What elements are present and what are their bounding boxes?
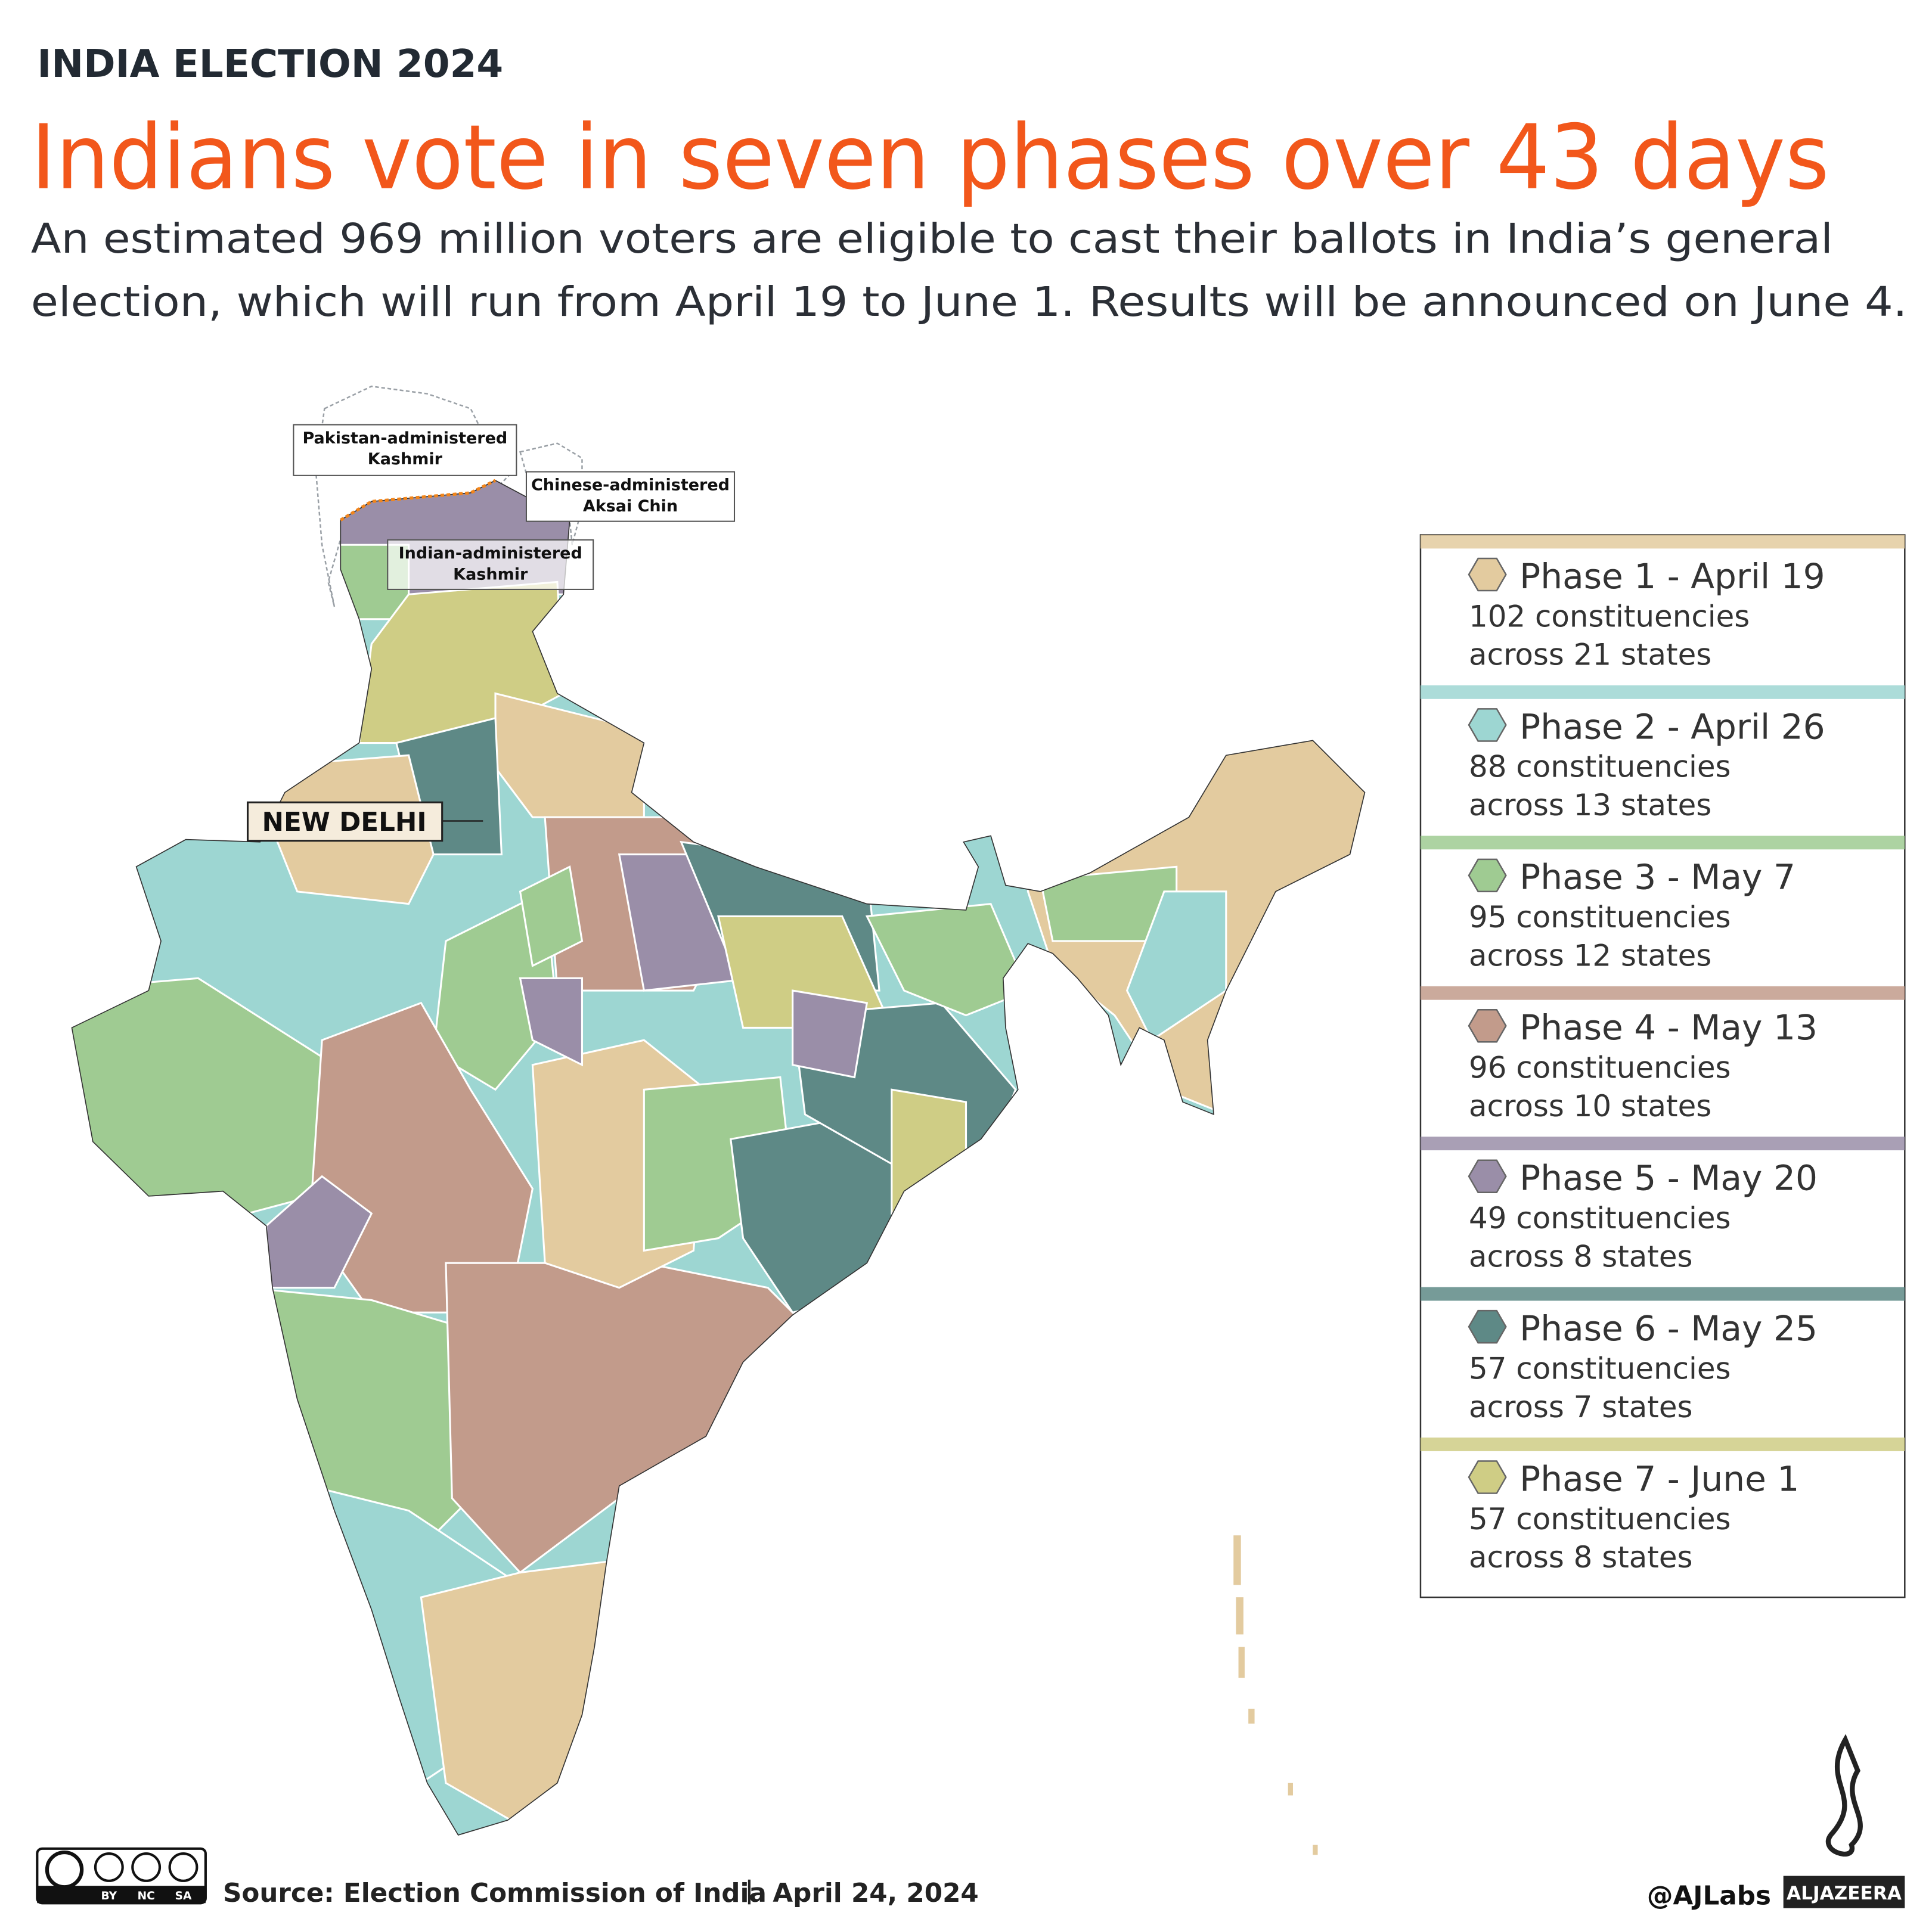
phase-regions <box>72 480 1365 1835</box>
subtitle-line: An estimated 969 million voters are elig… <box>31 215 1833 263</box>
label-box <box>293 424 517 476</box>
legend-box <box>1419 534 1906 1598</box>
legend-stripe <box>1420 535 1905 549</box>
map-label: Kashmir <box>368 450 443 468</box>
kicker: INDIA ELECTION 2024 <box>37 42 503 86</box>
legend-stripe <box>1420 685 1905 699</box>
legend-label: Phase 1 - April 19 <box>1519 556 1825 597</box>
label-box <box>387 539 594 590</box>
license-badge: BY NC SA <box>36 1847 207 1905</box>
legend-label: Phase 2 - April 26 <box>1519 706 1825 747</box>
title: Indians vote in seven phases over 43 day… <box>31 106 1829 210</box>
legend-stripe <box>1420 1438 1905 1451</box>
legend-constituencies: 95 constituencies <box>1469 900 1731 935</box>
legend-states: across 12 states <box>1469 939 1711 973</box>
legend-swatch <box>1468 557 1507 592</box>
license-term: SA <box>175 1890 192 1902</box>
legend-label: Phase 4 - May 13 <box>1519 1007 1818 1048</box>
capital-label: NEW DELHI <box>262 808 427 837</box>
legend-stripe <box>1420 986 1905 1000</box>
legend-constituencies: 102 constituencies <box>1469 599 1750 634</box>
legend-swatch <box>1468 1309 1507 1344</box>
label-box <box>525 471 736 522</box>
legend-states: across 8 states <box>1469 1239 1693 1274</box>
map: Pakistan-administered Kashmir Chinese-admi… <box>71 385 1366 1855</box>
legend-stripe <box>1420 1137 1905 1151</box>
legend-constituencies: 57 constituencies <box>1469 1351 1731 1386</box>
subtitle-line: election, which will run from April 19 t… <box>31 278 1908 326</box>
source: Source: Election Commission of India <box>223 1879 767 1908</box>
line-of-control <box>339 479 497 521</box>
map-label: Kashmir <box>453 565 528 583</box>
legend-states: across 7 states <box>1469 1390 1693 1424</box>
islands <box>1233 1535 1318 1855</box>
legend-states: across 8 states <box>1469 1540 1693 1575</box>
legend-label: Phase 6 - May 25 <box>1519 1308 1818 1349</box>
brand: ALJAZEERA <box>1787 1883 1902 1904</box>
india-outline <box>71 480 1366 1836</box>
map-label: Indian-administered <box>399 544 582 563</box>
legend-swatch <box>1468 1460 1507 1494</box>
legend-swatch <box>1468 1159 1507 1193</box>
legend-states: across 13 states <box>1469 788 1711 822</box>
date: April 24, 2024 <box>773 1879 978 1908</box>
legend-swatch <box>1468 858 1507 893</box>
legend-constituencies: 96 constituencies <box>1469 1051 1731 1085</box>
legend-label: Phase 7 - June 1 <box>1519 1458 1799 1499</box>
legend-swatch <box>1468 1009 1507 1043</box>
legend-label: Phase 3 - May 7 <box>1519 857 1795 898</box>
legend-label: Phase 5 - May 20 <box>1519 1158 1818 1199</box>
legend-constituencies: 88 constituencies <box>1469 750 1731 784</box>
legend-swatch <box>1468 708 1507 742</box>
legend-states: across 10 states <box>1469 1089 1711 1123</box>
credit: @AJLabs <box>1647 1881 1771 1911</box>
map-label: Aksai Chin <box>583 497 678 516</box>
map-label: Pakistan-administered <box>302 429 507 448</box>
brand-logo: ALJAZEERA <box>1783 1734 1905 1908</box>
legend-constituencies: 57 constituencies <box>1469 1502 1731 1536</box>
license-term: BY <box>101 1890 117 1902</box>
legend-states: across 21 states <box>1469 638 1711 672</box>
legend-constituencies: 49 constituencies <box>1469 1201 1731 1235</box>
license-term: NC <box>137 1890 154 1902</box>
legend-stripe <box>1420 1287 1905 1301</box>
legend-stripe <box>1420 836 1905 850</box>
map-label: Chinese-administered <box>531 476 730 495</box>
